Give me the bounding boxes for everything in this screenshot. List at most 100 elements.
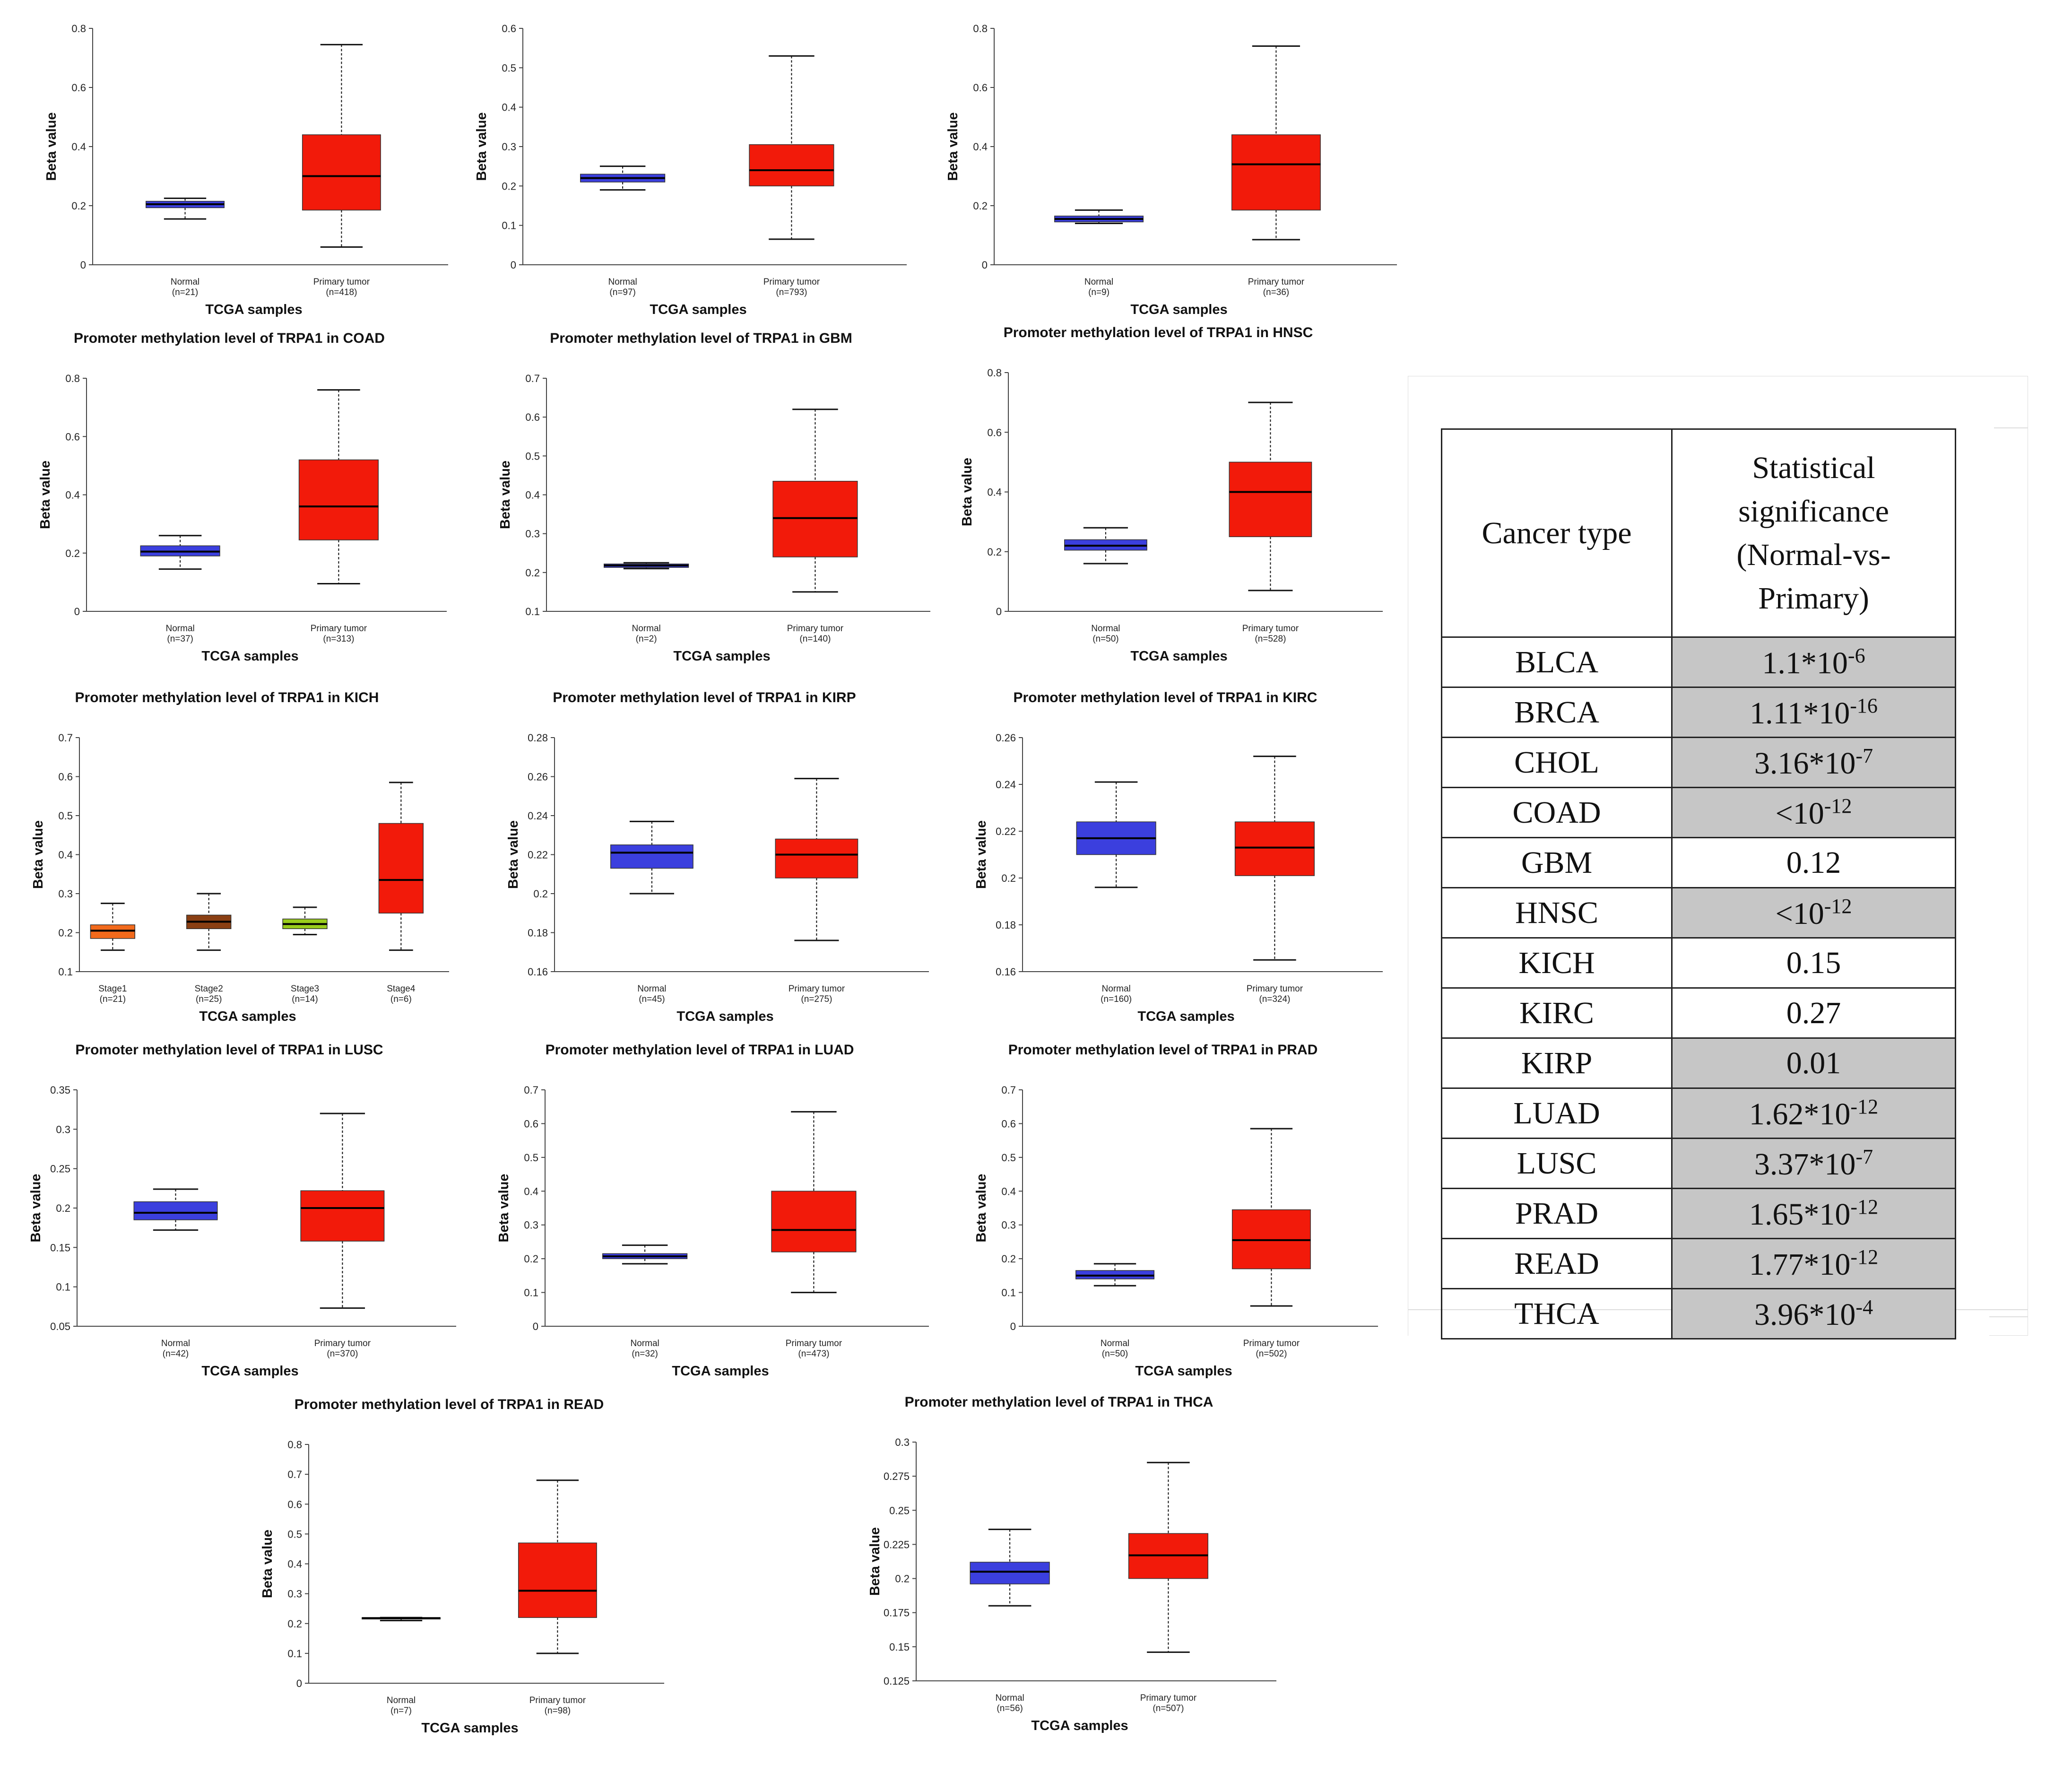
y-axis-label: Beta value xyxy=(867,1527,883,1596)
chart-panel-kirp: Promoter methylation level of TRPA1 in K… xyxy=(506,690,929,1024)
x-axis-label: TCGA samples xyxy=(1031,1718,1128,1733)
cancer-type-cell: BRCA xyxy=(1441,687,1673,738)
significance-base: <10 xyxy=(1775,896,1824,931)
significance-table: Cancer type Statistical significance (No… xyxy=(1441,428,1956,1339)
y-tick-label: 0.3 xyxy=(287,1588,302,1600)
significance-base: 3.96*10 xyxy=(1754,1297,1856,1332)
sample-count-label: (n=6) xyxy=(390,994,412,1004)
table-row: LUAD 1.62*10-12 xyxy=(1441,1087,1956,1139)
y-tick-label: 0.16 xyxy=(528,966,548,978)
y-tick-label: 0.2 xyxy=(71,200,86,212)
significance-base: 1.11*10 xyxy=(1750,696,1850,730)
significance-base: 0.27 xyxy=(1786,995,1841,1030)
significance-exponent: -12 xyxy=(1824,894,1852,918)
x-axis-label: TCGA samples xyxy=(201,649,298,664)
sample-count-label: (n=502) xyxy=(1256,1349,1287,1359)
chart-title: Promoter methylation level of TRPA1 in H… xyxy=(1004,325,1313,340)
iqr-box xyxy=(970,1562,1050,1584)
y-tick-label: 0.7 xyxy=(58,732,73,744)
y-tick-label: 0.3 xyxy=(524,1219,538,1231)
y-tick-label: 0.18 xyxy=(528,927,548,939)
significance-cell: 0.12 xyxy=(1671,837,1956,888)
significance-cell: 0.01 xyxy=(1671,1037,1956,1089)
significance-cell: 1.65*10-12 xyxy=(1671,1188,1956,1239)
y-tick-label: 0.6 xyxy=(973,82,988,94)
y-tick-label: 0.18 xyxy=(996,919,1016,931)
iqr-box xyxy=(771,1191,857,1252)
significance-exponent: -12 xyxy=(1824,794,1852,817)
box-normal xyxy=(1075,1263,1154,1287)
sample-count-label: (n=324) xyxy=(1259,994,1290,1004)
significance-base: 3.16*10 xyxy=(1754,746,1856,781)
cancer-type-cell: COAD xyxy=(1441,787,1673,838)
cancer-type-cell: PRAD xyxy=(1441,1188,1673,1239)
table-row: READ 1.77*10-12 xyxy=(1441,1238,1956,1289)
category-label: Stage4 xyxy=(387,984,416,994)
y-tick-label: 0.8 xyxy=(65,373,80,384)
category-label: Primary tumor xyxy=(763,277,820,287)
x-axis-label: TCGA samples xyxy=(1130,649,1227,664)
category-label: Stage3 xyxy=(291,984,319,994)
significance-exponent: -6 xyxy=(1847,644,1865,667)
chart-panel-thca: Promoter methylation level of TRPA1 in T… xyxy=(867,1394,1276,1733)
y-tick-label: 0.25 xyxy=(50,1163,70,1175)
iqr-box xyxy=(133,1201,218,1220)
y-tick-label: 0.1 xyxy=(56,1281,70,1293)
box-normal xyxy=(970,1529,1050,1607)
category-label: Primary tumor xyxy=(1242,624,1299,634)
y-axis-label: Beta value xyxy=(260,1530,275,1598)
box-normal xyxy=(580,165,666,191)
sample-count-label: (n=98) xyxy=(545,1706,571,1716)
chart-panel-lusc: Promoter methylation level of TRPA1 in L… xyxy=(28,1042,456,1379)
chart-title: Promoter methylation level of TRPA1 in K… xyxy=(553,690,856,705)
box-primary-tumor xyxy=(1229,401,1312,591)
y-tick-label: 0.6 xyxy=(71,82,86,94)
significance-cell: 0.15 xyxy=(1671,937,1956,989)
box-stage4 xyxy=(378,782,424,951)
box-primary-tumor xyxy=(302,43,381,248)
sample-count-label: (n=42) xyxy=(163,1349,189,1359)
y-tick-label: 0.25 xyxy=(889,1504,910,1516)
y-tick-label: 0.275 xyxy=(884,1470,910,1482)
y-tick-label: 0 xyxy=(80,259,86,271)
y-tick-label: 0.3 xyxy=(1001,1219,1016,1231)
y-axis-label: Beta value xyxy=(28,1174,43,1242)
y-tick-label: 0 xyxy=(533,1321,538,1332)
y-tick-label: 0.6 xyxy=(524,1118,538,1130)
table-row: LUSC 3.37*10-7 xyxy=(1441,1138,1956,1189)
chart-title: Promoter methylation level of TRPA1 in G… xyxy=(550,330,852,346)
y-tick-label: 0.8 xyxy=(987,367,1002,379)
significance-cell: 3.96*10-4 xyxy=(1671,1288,1956,1339)
category-label: Normal xyxy=(171,277,199,287)
y-tick-label: 0.4 xyxy=(973,141,988,153)
y-tick-label: 0.24 xyxy=(528,810,548,822)
sample-count-label: (n=313) xyxy=(323,634,354,644)
sample-count-label: (n=140) xyxy=(799,634,831,644)
y-tick-label: 0.2 xyxy=(524,1253,538,1265)
significance-base: 3.37*10 xyxy=(1754,1147,1856,1182)
chart-panel-gbm: Promoter methylation level of TRPA1 in G… xyxy=(498,330,930,664)
category-label: Primary tumor xyxy=(789,984,845,994)
y-tick-label: 0.5 xyxy=(1001,1152,1016,1164)
y-tick-label: 0.4 xyxy=(1001,1185,1016,1197)
box-primary-tumor xyxy=(518,1479,597,1654)
y-tick-label: 0.4 xyxy=(502,102,516,113)
y-tick-label: 0.7 xyxy=(287,1469,302,1480)
x-axis-label: TCGA samples xyxy=(421,1721,518,1736)
chart-panel-kirc: Promoter methylation level of TRPA1 in K… xyxy=(974,690,1383,1024)
y-axis-label: Beta value xyxy=(496,1174,511,1242)
box-primary-tumor xyxy=(1231,45,1321,241)
y-tick-label: 0.2 xyxy=(973,200,988,212)
x-axis-label: TCGA samples xyxy=(199,1009,296,1024)
y-tick-label: 0.6 xyxy=(502,23,516,35)
table-row: BRCA 1.11*10-16 xyxy=(1441,687,1956,738)
y-tick-label: 0 xyxy=(996,606,1002,617)
category-label: Normal xyxy=(166,624,195,634)
y-axis-label: Beta value xyxy=(945,112,961,181)
category-label: Primary tumor xyxy=(314,1339,371,1348)
significance-cell: <10-12 xyxy=(1671,787,1956,838)
y-tick-label: 0.26 xyxy=(528,771,548,783)
x-axis-label: TCGA samples xyxy=(201,1364,298,1379)
y-tick-label: 0.1 xyxy=(524,1287,538,1299)
y-tick-label: 0.125 xyxy=(884,1675,910,1687)
